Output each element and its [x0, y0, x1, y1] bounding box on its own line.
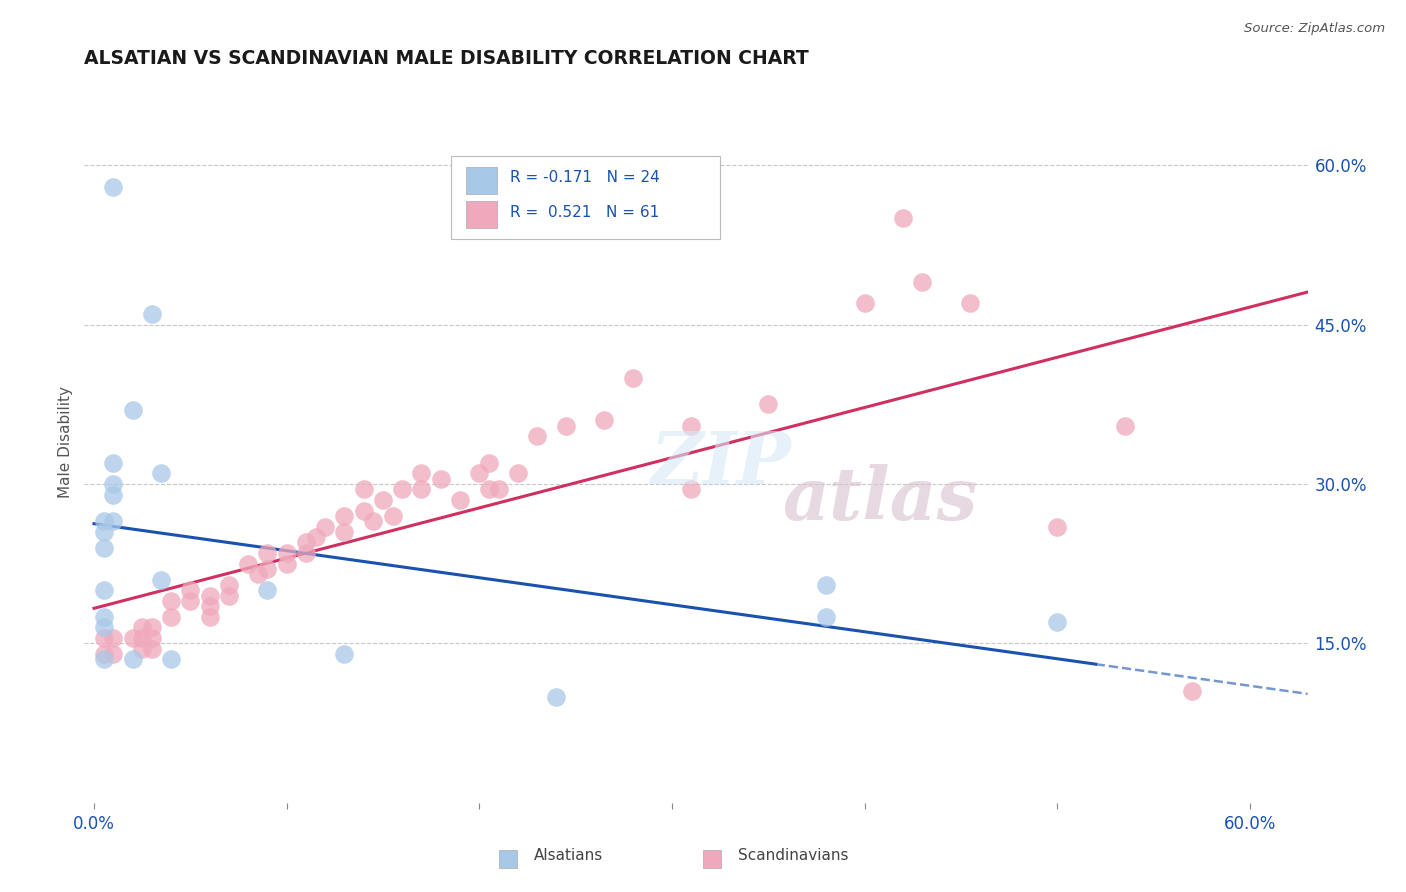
Point [488, 483, 510, 497]
Point [429, 472, 451, 486]
Point [93, 514, 115, 528]
Point [160, 594, 183, 608]
Point [814, 610, 837, 624]
Point [363, 514, 385, 528]
Point [160, 610, 183, 624]
Point [93, 620, 115, 634]
Point [449, 493, 471, 508]
Y-axis label: Male Disability: Male Disability [58, 385, 73, 498]
Point [555, 418, 578, 433]
Point [93, 541, 115, 555]
Point [131, 620, 153, 634]
Point [218, 578, 240, 592]
Point [150, 467, 173, 481]
Point [959, 296, 981, 310]
Bar [465, 201, 496, 228]
Point [276, 546, 298, 560]
Point [246, 567, 269, 582]
Point [150, 573, 173, 587]
Text: R = -0.171   N = 24: R = -0.171 N = 24 [510, 170, 659, 186]
Point [93, 610, 115, 624]
Point [179, 583, 201, 598]
Point [256, 583, 278, 598]
Point [121, 402, 143, 417]
Point [103, 488, 125, 502]
Point [236, 557, 259, 571]
Text: Scandinavians: Scandinavians [738, 848, 849, 863]
Point [478, 483, 501, 497]
Point [353, 503, 375, 517]
Point [256, 562, 278, 576]
Point [295, 546, 318, 560]
Text: Alsatians: Alsatians [534, 848, 603, 863]
Text: ZIP: ZIP [650, 428, 790, 499]
Point [103, 456, 125, 470]
Point [93, 631, 115, 645]
Point [121, 631, 143, 645]
Point [304, 530, 326, 544]
Point [411, 467, 433, 481]
Point [121, 652, 143, 666]
Point [681, 483, 703, 497]
Point [295, 535, 318, 549]
Point [891, 211, 914, 226]
Point [276, 557, 298, 571]
Point [1046, 615, 1069, 630]
Text: Source: ZipAtlas.com: Source: ZipAtlas.com [1244, 22, 1385, 36]
Point [478, 456, 501, 470]
Point [756, 397, 779, 411]
Point [814, 578, 837, 592]
Point [93, 583, 115, 598]
Bar [465, 167, 496, 194]
Point [333, 508, 356, 523]
Point [141, 631, 163, 645]
Point [1046, 519, 1069, 533]
Point [621, 371, 644, 385]
Point [314, 519, 336, 533]
Point [141, 641, 163, 656]
Point [198, 610, 221, 624]
FancyBboxPatch shape [451, 156, 720, 239]
Point [853, 296, 876, 310]
Point [468, 467, 491, 481]
Point [131, 631, 153, 645]
Point [911, 275, 934, 289]
Point [1181, 684, 1204, 698]
Point [391, 483, 413, 497]
Point [371, 493, 394, 508]
Point [198, 599, 221, 614]
Point [411, 483, 433, 497]
Point [103, 631, 125, 645]
Point [333, 524, 356, 539]
Point [333, 647, 356, 661]
Point [381, 508, 404, 523]
Point [141, 620, 163, 634]
Point [526, 429, 548, 443]
Point [103, 179, 125, 194]
Point [93, 652, 115, 666]
Point [131, 641, 153, 656]
Point [179, 594, 201, 608]
Text: atlas: atlas [782, 464, 977, 535]
Point [93, 524, 115, 539]
Point [198, 589, 221, 603]
Point [103, 514, 125, 528]
Point [160, 652, 183, 666]
Point [546, 690, 568, 704]
Point [593, 413, 616, 427]
Point [1114, 418, 1136, 433]
Point [103, 477, 125, 491]
Text: R =  0.521   N = 61: R = 0.521 N = 61 [510, 205, 659, 220]
Point [681, 418, 703, 433]
Point [353, 483, 375, 497]
Point [256, 546, 278, 560]
Point [218, 589, 240, 603]
Point [103, 647, 125, 661]
Text: ALSATIAN VS SCANDINAVIAN MALE DISABILITY CORRELATION CHART: ALSATIAN VS SCANDINAVIAN MALE DISABILITY… [84, 48, 808, 68]
Point [506, 467, 529, 481]
Point [93, 647, 115, 661]
Point [141, 307, 163, 321]
